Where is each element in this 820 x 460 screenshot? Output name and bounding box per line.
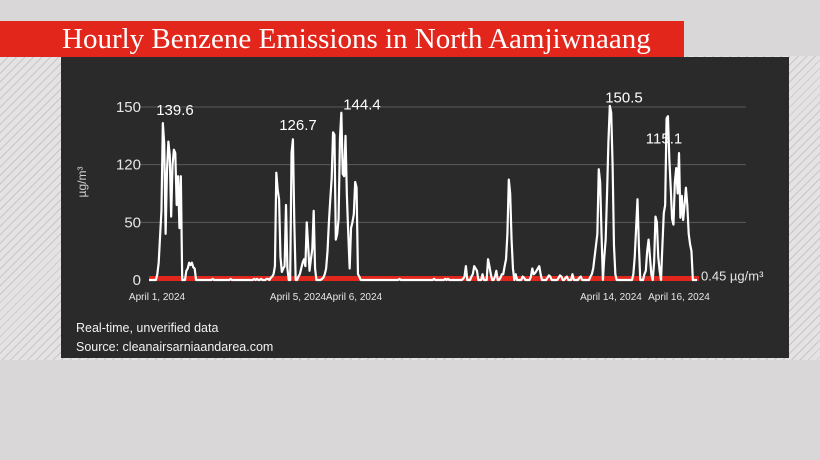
note-unverified: Real-time, unverified data xyxy=(76,321,219,335)
chart-title: Hourly Benzene Emissions in North Aamjiw… xyxy=(62,23,651,55)
y-tick-label: 150 xyxy=(116,99,141,116)
chart-panel: 0 50 120 150 µg/m³ 139.6 126.7 144.4 150.5 115.… xyxy=(61,57,789,358)
y-axis-label: µg/m³ xyxy=(75,167,89,198)
note-source: Source: cleanairsarniaandarea.com xyxy=(76,340,274,354)
y-tick-label: 120 xyxy=(116,157,141,174)
y-tick-label: 50 xyxy=(124,214,141,231)
threshold-label: 0.45 µg/m³ xyxy=(701,268,764,283)
y-tick-labels: 0 50 120 150 xyxy=(116,99,141,289)
peak-label: 150.5 xyxy=(605,89,643,106)
title-bar xyxy=(0,21,684,57)
peak-label: 139.6 xyxy=(156,102,194,119)
chart-svg: 0 50 120 150 µg/m³ 139.6 126.7 144.4 150.5 115.… xyxy=(75,89,764,303)
peak-labels: 139.6 126.7 144.4 150.5 115.1 xyxy=(156,89,682,147)
x-tick-labels: April 1, 2024 April 5, 2024 April 6, 2024 A… xyxy=(129,292,710,303)
peak-label: 144.4 xyxy=(343,96,381,113)
x-tick-label: April 14, 2024 xyxy=(580,292,642,303)
grid-lines xyxy=(139,106,746,223)
x-tick-label: April 6, 2024 xyxy=(326,292,383,303)
x-tick-label: April 5, 2024 xyxy=(270,292,327,303)
x-tick-label: April 16, 2024 xyxy=(648,292,710,303)
peak-label: 115.1 xyxy=(646,130,682,147)
x-tick-label: April 1, 2024 xyxy=(129,292,186,303)
y-tick-label: 0 xyxy=(133,272,141,289)
series-line xyxy=(149,104,697,282)
peak-label: 126.7 xyxy=(279,117,317,134)
